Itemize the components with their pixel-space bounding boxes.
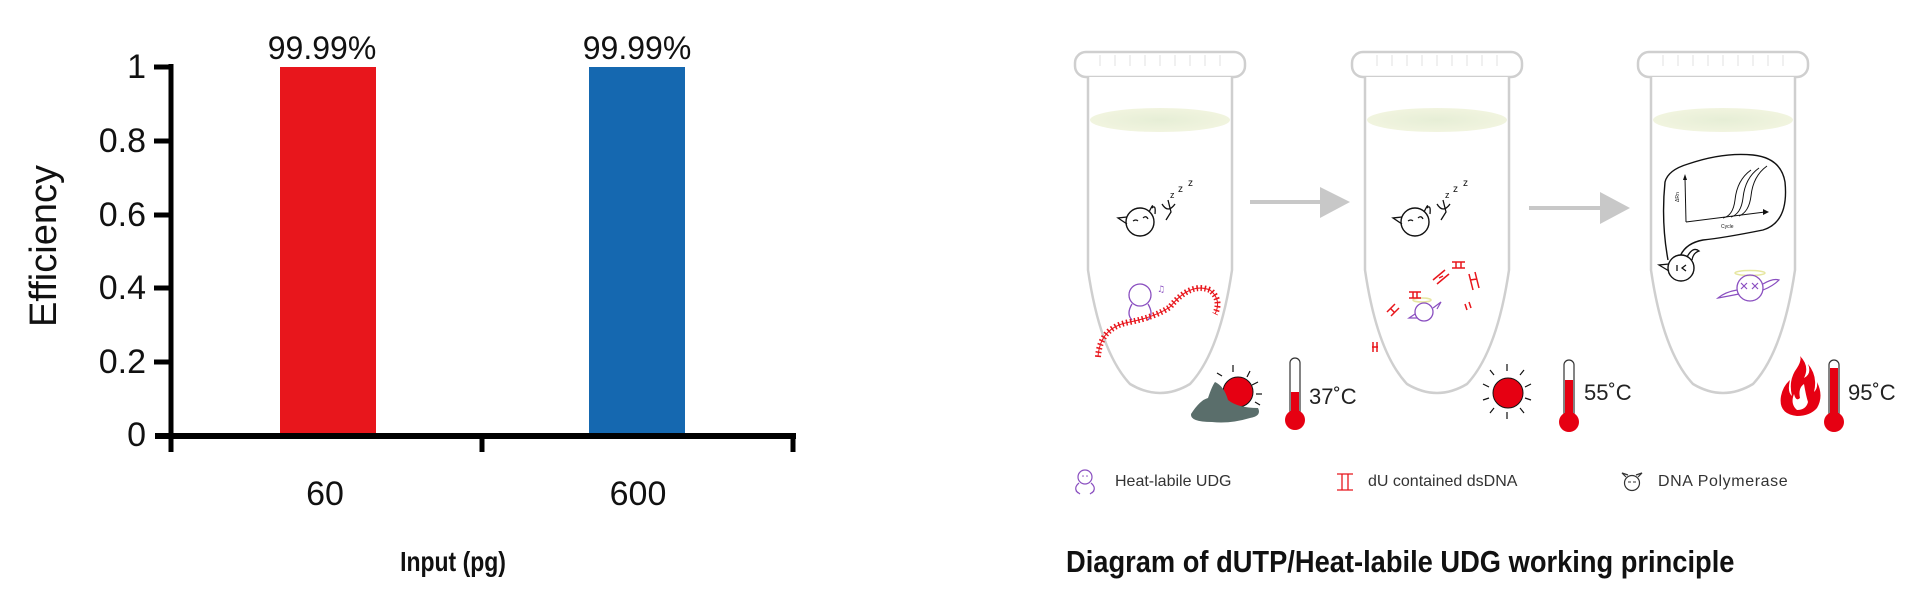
legend-label-dsdna: dU contained dsDNA xyxy=(1368,473,1518,490)
thermometer-icon xyxy=(1823,359,1845,433)
svg-text:z: z xyxy=(1170,190,1175,200)
bar-value-label: 99.99% xyxy=(582,30,692,66)
svg-text:z: z xyxy=(1463,178,1468,189)
y-tick-label: 0.4 xyxy=(98,269,146,307)
y-tick-label: 0.6 xyxy=(98,196,146,234)
thermometer-icon xyxy=(1284,357,1306,431)
amplification-plot: ΔRn Cycle xyxy=(1675,165,1769,230)
y-tick-label: 0.8 xyxy=(98,122,146,160)
dna-polymerase-icon xyxy=(1621,472,1643,492)
svg-text:z: z xyxy=(1188,178,1193,189)
bar-value-label: 99.99% xyxy=(267,30,377,66)
bar-600 xyxy=(589,67,685,433)
heat-labile-udg-icon xyxy=(1075,469,1095,495)
svg-text:ΔRn: ΔRn xyxy=(1675,192,1681,202)
bar-60 xyxy=(280,67,376,433)
y-tick-label: 1 xyxy=(127,48,146,86)
diagram-title: Diagram of dUTP/Heat-labile UDG working … xyxy=(1066,544,1735,579)
temperature-label-step-2: 55˚C xyxy=(1584,380,1632,405)
x-tick-label: 60 xyxy=(306,475,344,513)
thermometer-icon xyxy=(1558,359,1580,433)
temperature-label-step-3: 95˚C xyxy=(1848,380,1896,405)
svg-text:z: z xyxy=(1453,184,1458,195)
temperature-label-step-1: 37˚C xyxy=(1309,384,1357,409)
tube-step-3: ΔRn Cycle xyxy=(1636,50,1810,395)
x-axis-label: Input (pg) xyxy=(400,546,506,577)
chart-axes xyxy=(154,64,796,452)
legend-label-polymerase: DNA Polymerase xyxy=(1658,473,1789,490)
sun-icon xyxy=(1482,364,1532,419)
sun-behind-mountain-icon xyxy=(1190,365,1262,423)
svg-text:z: z xyxy=(1445,190,1450,200)
arrow-right-icon xyxy=(1250,187,1350,218)
fire-icon xyxy=(1780,356,1821,416)
svg-text:♫: ♫ xyxy=(1157,285,1165,295)
tube-step-2: z z z xyxy=(1350,50,1524,395)
arrow-right-icon xyxy=(1529,192,1630,224)
legend-label-udg: Heat-labile UDG xyxy=(1115,473,1232,490)
du-dsdna-icon xyxy=(1337,473,1353,491)
svg-text:Cycle: Cycle xyxy=(1721,224,1734,230)
x-tick-label: 600 xyxy=(609,475,667,513)
y-tick-label: 0 xyxy=(127,416,146,454)
y-tick-label: 0.2 xyxy=(98,343,146,381)
svg-text:z: z xyxy=(1178,184,1183,195)
tube-step-1: z z z ♫ xyxy=(1073,50,1247,395)
